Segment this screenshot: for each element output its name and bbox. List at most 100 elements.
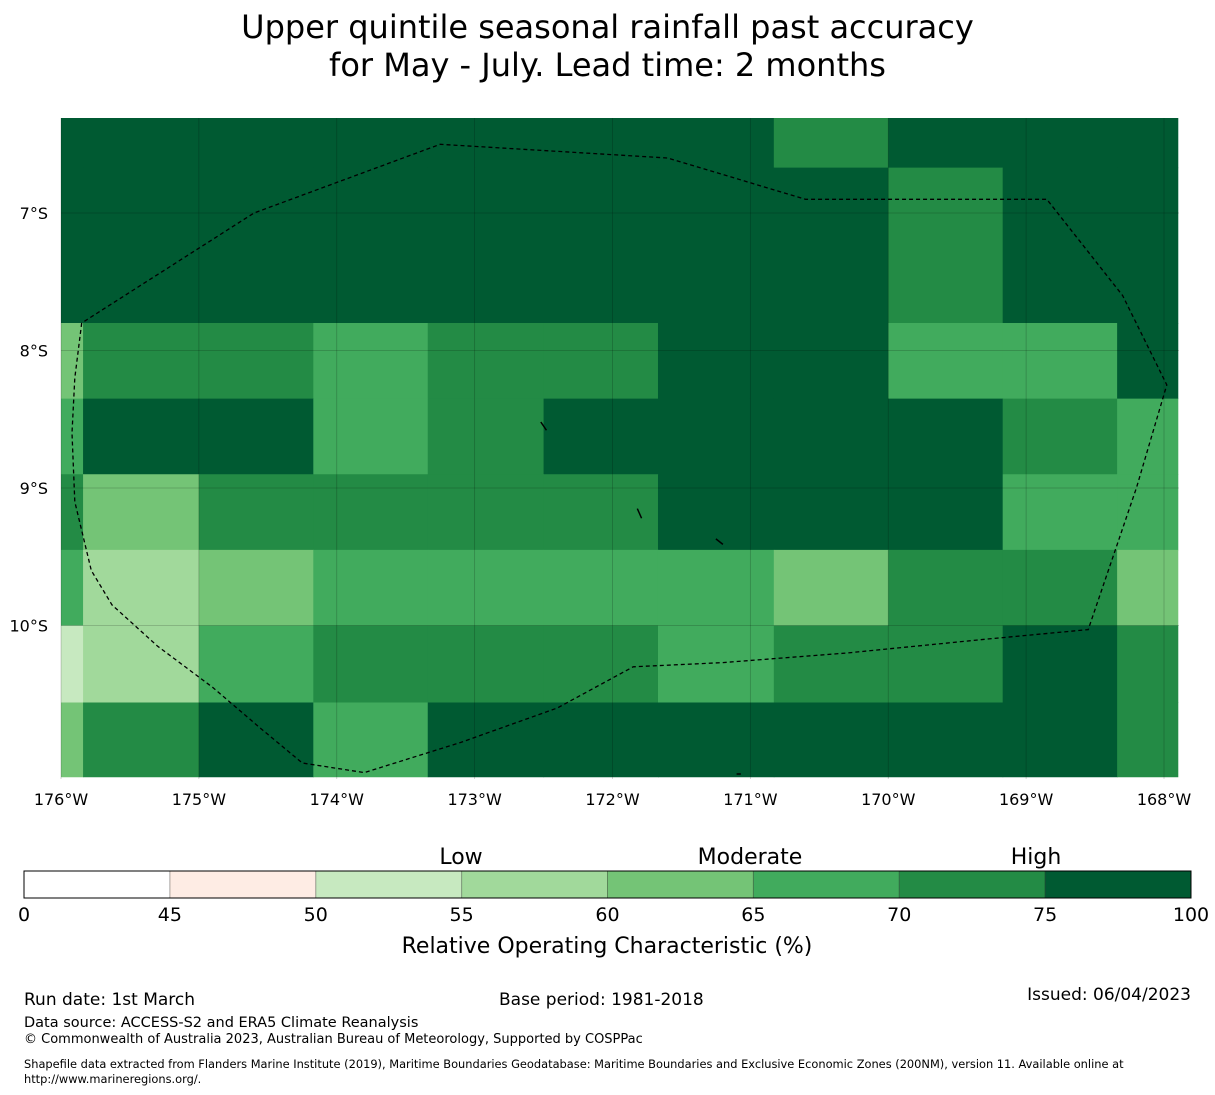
roc-cell (1002, 549, 1118, 626)
roc-cell (83, 398, 200, 475)
roc-cell (888, 118, 1004, 169)
colorbar-tick-label: 50 (304, 904, 328, 926)
colorbar-segment (315, 871, 462, 898)
roc-cell (543, 167, 659, 324)
roc-cell (313, 549, 429, 626)
run-date: Run date: 1st March (24, 990, 196, 1010)
roc-cell (313, 474, 429, 551)
longitude-label: 173°W (447, 790, 502, 809)
roc-cell (657, 549, 775, 626)
colorbar-segment (753, 871, 900, 898)
graticule (60, 118, 1179, 779)
roc-cell (427, 474, 545, 551)
longitude-label: 171°W (723, 790, 778, 809)
roc-cell (198, 625, 314, 703)
roc-cell (198, 549, 314, 626)
longitude-label: 176°W (34, 790, 89, 809)
longitude-label: 174°W (310, 790, 365, 809)
latitude-label: 8°S (20, 342, 48, 361)
roc-cell (1002, 118, 1118, 169)
shapefile-credit-line1: Shapefile data extracted from Flanders M… (24, 1057, 1124, 1071)
roc-cell (198, 474, 314, 551)
colorbar-frame (23, 870, 1192, 899)
colorbar-tick-label: 0 (18, 904, 30, 926)
colorbar-label-moderate: Moderate (698, 845, 803, 870)
roc-cell (1002, 323, 1118, 400)
roc-cell (773, 118, 889, 169)
roc-cell (773, 323, 889, 400)
latitude-label: 9°S (20, 479, 48, 498)
latitude-label: 10°S (9, 617, 48, 636)
roc-cell (427, 118, 545, 169)
roc-cell (427, 398, 545, 475)
island-outline (715, 538, 724, 545)
roc-cell (198, 323, 314, 400)
roc-cell (888, 167, 1004, 324)
eez-boundary (71, 143, 1168, 774)
roc-cell (83, 323, 200, 400)
roc-cell (543, 549, 659, 626)
roc-cell (773, 625, 889, 703)
colorbar-label-low: Low (439, 845, 482, 870)
longitude-labels: 176°W 175°W 174°W 173°W 172°W 171°W 170°W 169°W… (34, 790, 1192, 809)
issued-date: Issued: 06/04/2023 (1027, 985, 1191, 1005)
longitude-label: 170°W (861, 790, 916, 809)
roc-cell (313, 625, 429, 703)
roc-cell (1002, 702, 1118, 778)
copyright: © Commonwealth of Australia 2023, Austra… (24, 1032, 643, 1047)
colorbar-title: Relative Operating Characteristic (%) (402, 934, 813, 959)
roc-cell (1117, 398, 1179, 475)
colorbar-tick-label: 65 (741, 904, 765, 926)
colorbar-tick-label: 70 (887, 904, 911, 926)
roc-cell (83, 167, 200, 324)
colorbar-segment (24, 871, 170, 898)
colorbar-tick-label: 100 (1173, 904, 1209, 926)
colorbar-label-high: High (1011, 845, 1062, 870)
roc-cell (657, 118, 775, 169)
roc-cell (83, 118, 200, 169)
roc-cell (1117, 118, 1179, 169)
roc-cell (543, 474, 659, 551)
roc-cell (313, 702, 429, 778)
roc-cell (198, 702, 314, 778)
roc-cell (427, 323, 545, 400)
roc-cell (61, 549, 84, 626)
roc-cell (543, 398, 659, 475)
roc-cell (657, 702, 775, 778)
longitude-label: 168°W (1137, 790, 1192, 809)
roc-cell (773, 167, 889, 324)
colorbar-segments (24, 871, 1191, 898)
island-outline (540, 421, 548, 431)
roc-cell (427, 625, 545, 703)
data-source: Data source: ACCESS-S2 and ERA5 Climate … (24, 1015, 419, 1031)
roc-cell (657, 323, 775, 400)
roc-cell (1002, 398, 1118, 475)
roc-cell (888, 549, 1004, 626)
island-outline (636, 508, 643, 519)
roc-cell (427, 702, 545, 778)
roc-cell (657, 398, 775, 475)
roc-cell (888, 398, 1004, 475)
islands (540, 421, 741, 775)
colorbar-tick-label: 45 (158, 904, 182, 926)
roc-cell (313, 167, 429, 324)
roc-cell (888, 323, 1004, 400)
roc-cell (61, 118, 84, 169)
roc-cell (1117, 702, 1179, 778)
colorbar-tick-label: 55 (450, 904, 474, 926)
longitude-label: 175°W (172, 790, 227, 809)
roc-cell (543, 702, 659, 778)
roc-cell (1117, 474, 1179, 551)
colorbar-segment (607, 871, 754, 898)
colorbar: Low Moderate High 0 45 50 55 60 65 70 75 100 Rel… (18, 845, 1209, 959)
eez-boundary-line (71, 143, 1168, 774)
roc-cell (1002, 167, 1118, 324)
roc-cell (888, 702, 1004, 778)
longitude-label: 172°W (585, 790, 640, 809)
roc-cell (83, 474, 200, 551)
roc-cell (313, 398, 429, 475)
colorbar-segment (899, 871, 1046, 898)
colorbar-tick-label: 60 (595, 904, 619, 926)
roc-cell (773, 398, 889, 475)
